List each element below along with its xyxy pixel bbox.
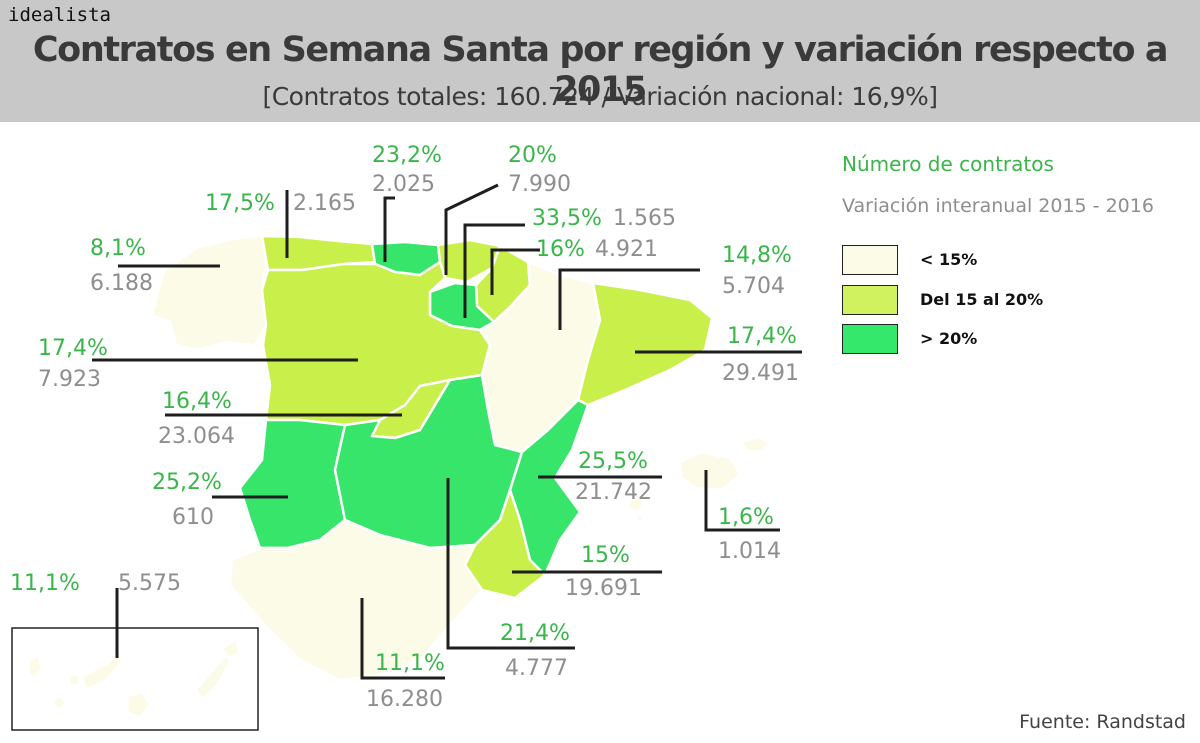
label-castilla-leon-variation: 17,4% [38, 336, 108, 361]
label-navarra-contracts: 4.921 [595, 237, 658, 262]
region-canarias-la-palma [26, 654, 44, 682]
label-andalucia-contracts: 16.280 [366, 687, 443, 712]
leader-cantabria [383, 196, 395, 262]
label-madrid-variation: 16,4% [162, 389, 232, 414]
label-cantabria-contracts: 2.025 [372, 172, 435, 197]
label-castilla-la-mancha-variation: 21,4% [500, 621, 570, 646]
label-aragon-contracts: 5.704 [722, 274, 785, 299]
inset-frame [11, 627, 259, 731]
region-canarias-gran-canaria [125, 690, 152, 720]
label-la-rioja-variation: 33,5% [532, 206, 602, 231]
label-asturias-variation: 17,5% [205, 191, 275, 216]
label-galicia-variation: 8,1% [90, 236, 146, 261]
region-baleares-mallorca [678, 450, 742, 492]
brand-logo: idealista [8, 4, 111, 26]
leader-aragon [558, 268, 700, 330]
label-madrid-contracts: 23.064 [158, 424, 235, 449]
label-castilla-la-mancha-contracts: 4.777 [505, 656, 568, 681]
region-labels: 8,1% 6.188 17,5% 2.165 23,2% 2.025 20% 7… [10, 143, 799, 712]
header-bar: idealista Contratos en Semana Santa por … [0, 0, 1200, 122]
label-murcia-variation: 15% [581, 543, 630, 568]
label-baleares-variation: 1,6% [718, 505, 774, 530]
leader-la-rioja [463, 223, 525, 318]
label-canarias-variation: 11,1% [10, 571, 80, 596]
label-cantabria-variation: 23,2% [372, 143, 442, 168]
legend-label-low: < 15% [920, 250, 978, 269]
label-murcia-contracts: 19.691 [565, 576, 642, 601]
region-baleares-formentera [634, 512, 646, 524]
region-baleares-menorca [740, 435, 772, 454]
label-cataluna-variation: 17,4% [727, 324, 797, 349]
region-cataluna [576, 281, 714, 407]
label-la-rioja-contracts: 1.565 [613, 206, 676, 231]
leader-pais-vasco [444, 183, 499, 275]
leader-andalucia [360, 598, 445, 680]
leader-navarra [490, 248, 540, 295]
region-canarias-fuerteventura [194, 653, 232, 702]
leader-lines [92, 183, 802, 680]
label-castilla-leon-contracts: 7.923 [38, 367, 101, 392]
source-note: Fuente: Randstad [1019, 711, 1186, 733]
label-asturias-contracts: 2.165 [293, 191, 356, 216]
label-andalucia-variation: 11,1% [375, 651, 445, 676]
legend-swatch-low [842, 245, 898, 275]
label-galicia-contracts: 6.188 [90, 271, 153, 296]
leader-baleares [704, 470, 780, 532]
label-valencia-contracts: 21.742 [575, 480, 652, 505]
legend-title: Número de contratos [842, 152, 1054, 176]
chart-subtitle: [Contratos totales: 160.724 / Variación … [262, 82, 938, 111]
region-canarias-lanzarote [220, 638, 242, 660]
legend-label-mid: Del 15 al 20% [920, 290, 1044, 309]
leader-castilla-la-mancha [446, 478, 575, 650]
label-extremadura-contracts: 610 [172, 505, 214, 530]
label-valencia-variation: 25,5% [578, 449, 648, 474]
legend-swatch-high [842, 324, 898, 354]
label-pais-vasco-variation: 20% [508, 143, 557, 168]
label-canarias-contracts: 5.575 [118, 571, 181, 596]
label-extremadura-variation: 25,2% [152, 470, 222, 495]
region-shapes [150, 234, 772, 682]
label-pais-vasco-contracts: 7.990 [508, 172, 571, 197]
label-aragon-variation: 14,8% [722, 243, 792, 268]
label-navarra-variation: 16% [536, 237, 585, 262]
canary-islands-inset [11, 627, 259, 731]
region-canarias-tenerife [80, 648, 124, 692]
label-baleares-contracts: 1.014 [718, 539, 781, 564]
chart-title: Contratos en Semana Santa por región y v… [32, 30, 1169, 110]
legend-subtitle: Variación interanual 2015 - 2016 [842, 195, 1154, 217]
region-andalucia [228, 518, 484, 682]
legend-swatch-mid [842, 285, 898, 315]
region-canarias-el-hierro [50, 694, 68, 712]
label-cataluna-contracts: 29.491 [722, 361, 799, 386]
region-galicia [150, 234, 270, 352]
legend-label-high: > 20% [920, 329, 978, 348]
region-extremadura [238, 418, 347, 550]
region-canarias-la-gomera [66, 672, 82, 688]
region-baleares-ibiza [626, 494, 646, 514]
